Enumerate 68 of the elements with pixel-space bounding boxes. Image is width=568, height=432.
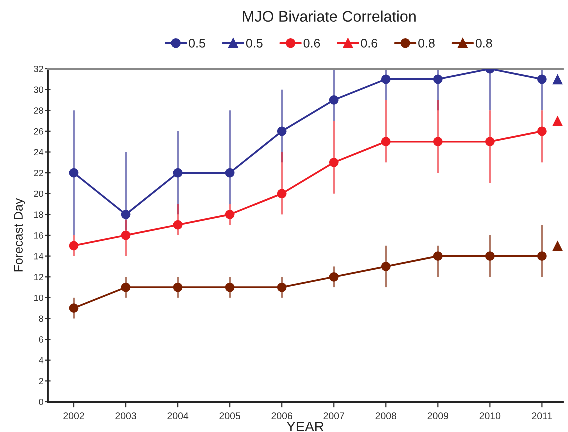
legend-label: 0.8 — [418, 39, 435, 48]
point — [69, 241, 79, 251]
point — [433, 137, 443, 147]
y-tick-label: 2 — [39, 378, 44, 384]
point — [277, 282, 287, 292]
y-tick-label: 18 — [34, 212, 44, 218]
y-tick-label: 28 — [34, 108, 44, 114]
y-tick-label: 24 — [34, 149, 44, 156]
x-tick-label: 2009 — [428, 412, 449, 420]
x-tick-label: 2006 — [272, 412, 292, 420]
y-tick-label: 4 — [39, 357, 44, 364]
point — [225, 168, 235, 178]
x-tick-label: 2007 — [324, 412, 344, 420]
point — [69, 304, 79, 314]
x-tick-label: 2011 — [532, 412, 552, 420]
y-tick-label: 16 — [34, 232, 44, 239]
point — [538, 252, 547, 261]
point — [277, 126, 287, 136]
point — [552, 74, 563, 85]
y-tick-label: 26 — [34, 128, 44, 135]
x-tick-label: 2010 — [480, 412, 501, 420]
y-tick-label: 20 — [34, 190, 44, 198]
point — [121, 210, 131, 220]
x-tick-label: 2004 — [168, 412, 189, 420]
point — [173, 168, 183, 178]
y-tick-label: 14 — [34, 253, 44, 260]
legend-label: 0.6 — [361, 39, 378, 48]
x-tick-label: 2008 — [376, 412, 397, 420]
point — [329, 96, 339, 105]
y-tick-label: 30 — [34, 86, 44, 94]
point — [225, 210, 235, 220]
y-tick-label: 10 — [34, 294, 44, 302]
legend-label: 0.5 — [246, 39, 263, 48]
point — [173, 220, 183, 230]
y-axis-title: Forecast Day — [14, 198, 26, 272]
point — [277, 189, 287, 199]
point — [381, 74, 391, 84]
point — [329, 272, 339, 282]
point — [121, 230, 131, 240]
y-tick-label: 32 — [34, 66, 44, 72]
y-tick-label: 0 — [39, 398, 44, 406]
y-tick-label: 6 — [39, 336, 44, 343]
x-axis-title: YEAR — [286, 422, 324, 432]
point — [433, 252, 443, 261]
point — [329, 158, 339, 168]
point — [552, 116, 563, 126]
point — [121, 282, 131, 292]
point — [381, 137, 391, 147]
point — [69, 168, 79, 178]
x-tick-label: 2003 — [116, 412, 136, 420]
legend-label: 0.8 — [476, 39, 492, 48]
x-tick-label: 2005 — [220, 412, 240, 420]
point — [173, 282, 183, 292]
point — [381, 262, 391, 272]
legend-label: 0.6 — [304, 39, 320, 48]
point — [538, 126, 547, 136]
x-tick-label: 2002 — [64, 412, 84, 420]
chart-title: MJO Bivariate Correlation — [243, 10, 416, 22]
y-tick-label: 12 — [34, 274, 44, 280]
point — [433, 74, 443, 84]
y-tick-label: 22 — [34, 170, 44, 176]
point — [485, 252, 495, 261]
point — [225, 282, 235, 292]
point — [538, 74, 547, 84]
point — [552, 240, 563, 252]
point — [485, 137, 495, 147]
legend-label: 0.5 — [189, 39, 206, 48]
y-tick-label: 8 — [39, 316, 44, 322]
